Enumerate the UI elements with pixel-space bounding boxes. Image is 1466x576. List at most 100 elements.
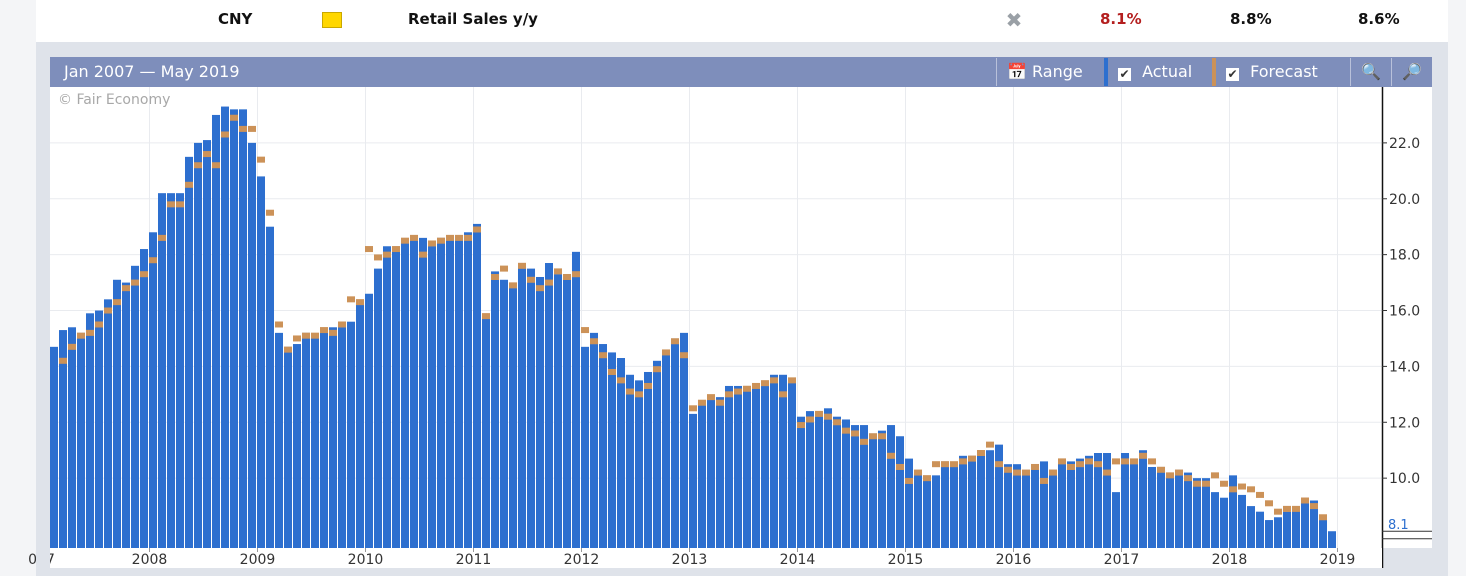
bar-actual [716, 397, 724, 548]
bar-actual [554, 274, 562, 548]
forecast-marker [680, 352, 688, 359]
x-tick-label: 2014 [780, 552, 816, 568]
bar-actual [770, 374, 778, 548]
forecast-marker [1166, 472, 1174, 479]
forecast-marker [86, 329, 94, 336]
bar-actual [203, 140, 211, 549]
bar-actual [1166, 475, 1174, 548]
forecast-marker [914, 469, 922, 476]
bar-actual [1004, 464, 1012, 548]
forecast-marker [518, 262, 526, 269]
y-tick-label: 14.0 [1389, 359, 1420, 375]
bar-actual [1058, 461, 1066, 548]
forecast-marker [257, 156, 265, 163]
x-tick-label: 2018 [1212, 552, 1248, 568]
date-range-label: Jan 2007 — May 2019 [64, 62, 240, 81]
bar-actual [230, 109, 238, 549]
bar-actual [617, 358, 625, 548]
bar-actual [266, 226, 274, 549]
forecast-marker [401, 237, 409, 244]
forecast-marker [329, 329, 337, 336]
bar-actual [1202, 478, 1210, 548]
forecast-marker [500, 265, 508, 272]
bar-actual [1013, 464, 1021, 548]
forecast-marker [1031, 463, 1039, 470]
bar-actual [185, 156, 193, 548]
bar-actual [1031, 464, 1039, 548]
x-tick-label: 2013 [672, 552, 708, 568]
forecast-marker [509, 282, 517, 289]
zoom-in-button[interactable]: 🔍 [1350, 58, 1391, 86]
bar-actual [896, 436, 904, 548]
bar-actual [1283, 511, 1291, 548]
forecast-marker [869, 433, 877, 440]
bar-actual [536, 276, 544, 548]
forecast-marker [527, 276, 535, 283]
forecast-marker [995, 461, 1003, 468]
forecast-marker [419, 251, 427, 258]
actual-toggle[interactable]: ✔ Actual [1104, 58, 1212, 86]
bar-actual [968, 455, 976, 548]
bar-actual [374, 268, 382, 548]
forecast-marker [176, 201, 184, 208]
bar-actual [1310, 500, 1318, 548]
forecast-marker [761, 380, 769, 387]
bar-actual [149, 232, 157, 548]
bar-actual [167, 193, 175, 549]
forecast-marker [1148, 458, 1156, 465]
bar-actual [311, 338, 319, 548]
bar-actual [86, 313, 94, 548]
forecast-marker [149, 257, 157, 264]
forecast-marker [1319, 514, 1327, 521]
forecast-toggle[interactable]: ✔ Forecast [1212, 58, 1350, 86]
bar-actual [1184, 472, 1192, 548]
forecast-marker [842, 427, 850, 434]
bar-actual [752, 383, 760, 548]
forecast-value: 8.8% [1230, 10, 1272, 28]
bar-actual [1040, 461, 1048, 548]
bar-actual [1274, 517, 1282, 548]
bar-actual [302, 332, 310, 548]
forecast-marker [662, 349, 670, 356]
bar-actual [158, 193, 166, 549]
forecast-marker [95, 321, 103, 328]
bar-actual [1301, 500, 1309, 548]
forecast-marker [1094, 461, 1102, 468]
forecast-marker [653, 366, 661, 373]
x-icon[interactable]: ✖ [1005, 8, 1023, 32]
zoom-out-button[interactable]: 🔎 [1391, 58, 1432, 86]
bar-actual [104, 299, 112, 548]
bar-actual [851, 425, 859, 548]
bar-actual [545, 263, 553, 548]
event-title[interactable]: Retail Sales y/y [408, 10, 538, 28]
bar-actual [473, 223, 481, 549]
forecast-marker [248, 125, 256, 132]
forecast-marker [473, 226, 481, 233]
forecast-marker [599, 352, 607, 359]
bar-actual [599, 344, 607, 548]
forecast-marker [59, 357, 67, 364]
forecast-marker [1202, 480, 1210, 487]
range-button[interactable]: 📅 Range [996, 58, 1104, 86]
forecast-marker [545, 279, 553, 286]
forecast-marker [536, 285, 544, 292]
bar-actual [635, 380, 643, 548]
bar-actual [572, 251, 580, 549]
bar-actual [581, 346, 589, 548]
bar-actual [113, 279, 121, 548]
bar-actual [815, 411, 823, 548]
forecast-marker [266, 209, 274, 216]
bar-actual [626, 374, 634, 548]
forecast-marker [185, 181, 193, 188]
bar-actual [77, 332, 85, 548]
calendar-icon: 📅 [1007, 62, 1027, 81]
forecast-marker [833, 419, 841, 426]
forecast-marker [140, 271, 148, 278]
forecast-marker [1049, 469, 1057, 476]
bar-actual [1292, 506, 1300, 548]
bar-actual [977, 453, 985, 548]
forecast-marker [941, 461, 949, 468]
bar-actual [1022, 472, 1030, 548]
x-tick-label: 2008 [132, 552, 168, 568]
bar-actual [644, 371, 652, 548]
